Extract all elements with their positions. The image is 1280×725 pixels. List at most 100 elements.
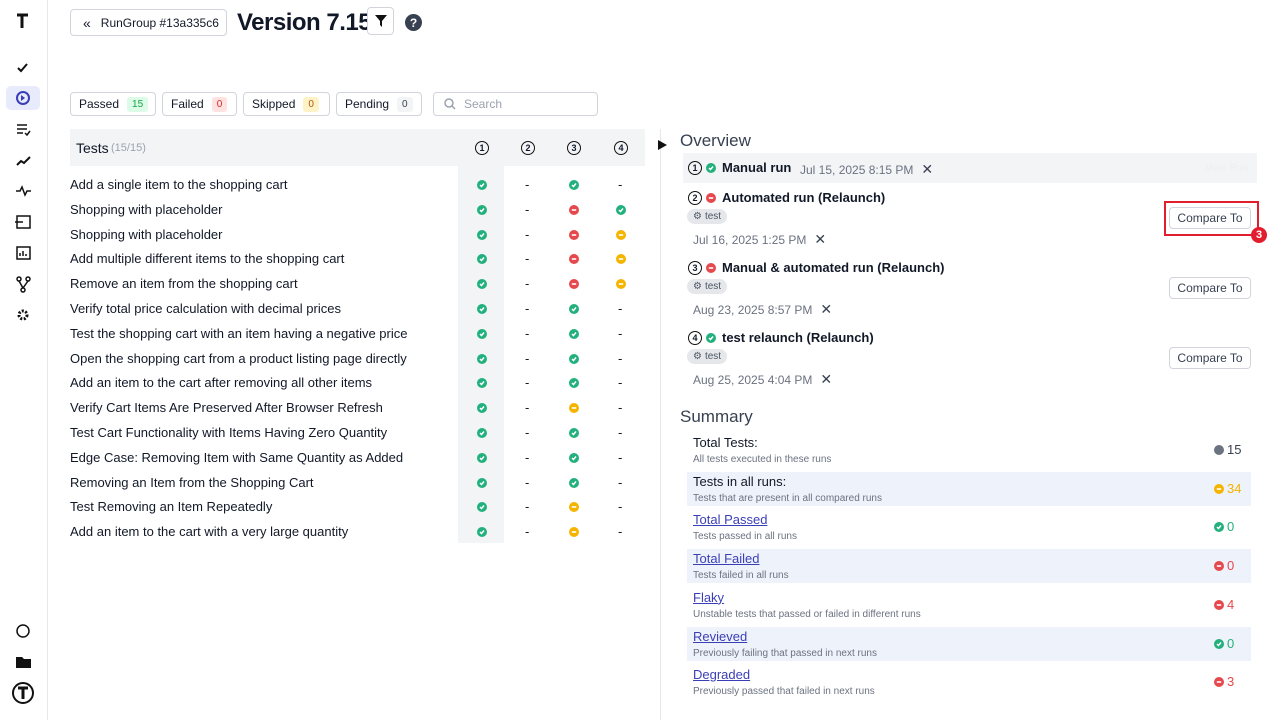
status-glyph <box>479 530 485 535</box>
tests-count: (15/15) <box>111 142 146 154</box>
test-name: Add multiple different items to the shop… <box>70 251 345 267</box>
status-glyph <box>1216 681 1222 683</box>
status-icon <box>569 304 579 314</box>
run-date: Jul 15, 2025 8:15 PM ✕ <box>800 161 933 178</box>
run-date-text: Aug 25, 2025 4:04 PM <box>693 372 813 387</box>
status-icon <box>569 527 579 538</box>
status-glyph <box>571 307 577 312</box>
status-glyph <box>618 207 624 213</box>
status-empty: - <box>525 474 530 490</box>
status-glyph <box>571 407 577 409</box>
run-name: Automated run (Relaunch) <box>722 190 886 205</box>
summary-row-bg <box>687 471 1251 506</box>
status-icon <box>569 353 579 364</box>
help-icon[interactable]: ? <box>405 14 422 31</box>
status-glyph <box>479 331 485 337</box>
status-icon <box>569 452 579 463</box>
status-icon <box>569 328 579 339</box>
status-icon <box>569 403 579 414</box>
status-icon <box>616 254 626 265</box>
status-empty: - <box>525 226 530 242</box>
status-icon <box>477 328 487 339</box>
status-glyph <box>479 381 485 387</box>
remove-icon[interactable]: ✕ <box>814 231 827 247</box>
status-icon <box>569 279 579 290</box>
status-empty: - <box>525 301 530 316</box>
status-glyph <box>571 531 577 533</box>
summary-label[interactable]: Revieved <box>693 628 748 644</box>
status-glyph <box>571 258 577 261</box>
summary-value: 4 <box>1227 596 1235 612</box>
run-note: Main Run <box>1205 163 1248 174</box>
run-date-text: Jul 16, 2025 1:25 PM <box>693 232 807 247</box>
status-glyph <box>1216 565 1222 567</box>
status-icon <box>616 229 626 240</box>
test-name: Shopping with placeholder <box>70 226 223 242</box>
panel-divider <box>660 129 661 720</box>
collapse-arrow[interactable] <box>658 140 667 150</box>
run-date-text: Aug 23, 2025 8:57 PM <box>693 302 813 317</box>
status-empty: - <box>618 400 623 416</box>
status-empty: - <box>525 325 530 341</box>
back-label: RunGroup #13a335c6 <box>100 15 219 30</box>
run-index: 1 <box>688 161 702 175</box>
filter-chip[interactable]: Skipped 0 <box>243 92 330 116</box>
summary-value: 3 <box>1227 674 1235 690</box>
status-glyph <box>571 233 577 236</box>
filter-chip[interactable]: Pending 0 <box>336 92 422 116</box>
run-index: 4 <box>688 331 702 345</box>
status-empty: - <box>618 499 623 515</box>
filter-chip[interactable]: Failed 0 <box>162 92 237 116</box>
run-name: Manual & automated run (Relaunch) <box>722 260 945 275</box>
remove-icon[interactable]: ✕ <box>820 301 833 317</box>
test-name: Shopping with placeholder <box>70 201 223 217</box>
summary-desc: Tests failed in all runs <box>693 570 789 582</box>
filter-icon <box>374 15 387 27</box>
column-number: 1 <box>475 141 489 155</box>
search-input[interactable]: Search <box>433 92 598 116</box>
compare-button[interactable]: Compare To <box>1169 277 1251 299</box>
highlight-box <box>1164 201 1259 236</box>
run-date-text: Jul 15, 2025 8:15 PM <box>800 162 914 177</box>
status-icon <box>477 452 487 463</box>
status-icon <box>1214 638 1224 649</box>
summary-label[interactable]: Flaky <box>693 589 725 605</box>
status-icon <box>477 180 487 190</box>
status-icon <box>569 180 579 190</box>
main-run-bar <box>683 153 1257 183</box>
summary-row-bg <box>687 626 1251 661</box>
status-glyph <box>479 505 485 511</box>
search-icon <box>444 98 456 110</box>
compare-button[interactable]: Compare To <box>1169 347 1251 369</box>
remove-icon[interactable]: ✕ <box>820 371 833 387</box>
table-header <box>70 129 645 166</box>
summary-label[interactable]: Total Passed <box>693 512 768 528</box>
status-glyph <box>618 258 624 261</box>
compare-button[interactable]: Compare To <box>1169 207 1251 229</box>
remove-icon[interactable]: ✕ <box>921 161 934 177</box>
filter-count: 15 <box>127 96 149 112</box>
overview-title: Overview <box>680 131 751 150</box>
status-glyph <box>708 336 714 341</box>
summary-label[interactable]: Total Failed <box>693 551 760 567</box>
filter-button[interactable] <box>367 7 394 35</box>
status-glyph <box>571 208 577 211</box>
status-icon <box>477 229 487 240</box>
status-empty: - <box>525 499 530 515</box>
filter-chip[interactable]: Passed 15 <box>70 92 156 116</box>
status-empty: - <box>525 177 530 192</box>
status-icon <box>706 333 716 343</box>
summary-desc: Previously passed that failed in next ru… <box>693 686 875 698</box>
back-button[interactable]: « RunGroup #13a335c6 <box>70 9 227 36</box>
status-icon <box>569 378 579 389</box>
summary-label: Tests in all runs: <box>693 473 787 489</box>
test-name: Edge Case: Removing Item with Same Quant… <box>70 449 404 465</box>
status-icon <box>477 279 487 290</box>
summary-label[interactable]: Degraded <box>693 667 751 683</box>
test-name: Test Removing an Item Repeatedly <box>70 499 273 515</box>
status-icon <box>477 204 487 215</box>
filter-label: Passed <box>79 97 120 111</box>
status-icon <box>477 403 487 414</box>
status-empty: - <box>618 524 623 540</box>
status-icon <box>1214 599 1224 610</box>
